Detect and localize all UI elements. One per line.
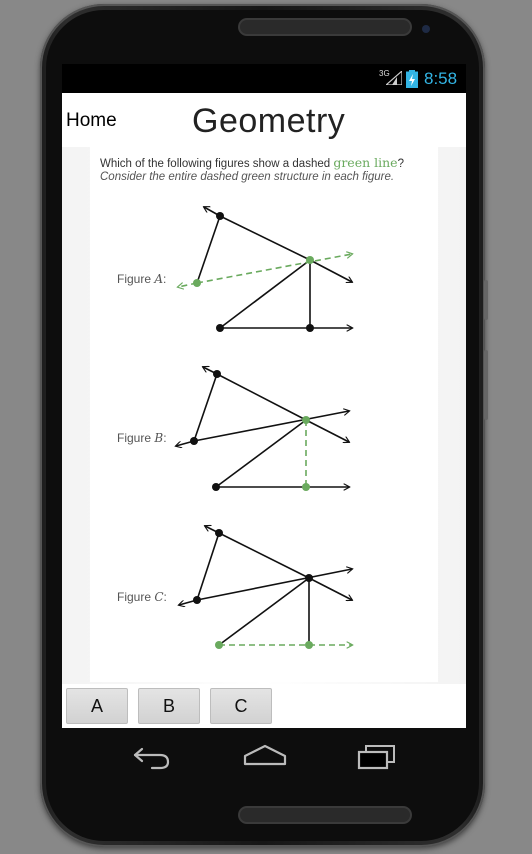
point <box>306 324 314 332</box>
figure-c-segment <box>218 577 310 646</box>
figure-b-ray <box>193 411 349 442</box>
figure-b-segment <box>193 373 218 442</box>
green-point <box>302 483 310 491</box>
figure-b: Figure B: <box>117 367 349 491</box>
green-point <box>306 256 314 264</box>
green-point <box>305 641 313 649</box>
question-prompt-end: ? <box>397 158 404 170</box>
page-title: Geometry <box>192 102 346 140</box>
app-window: Home Geometry Which of the following fig… <box>62 93 466 728</box>
figure-b-segment <box>216 373 307 421</box>
figure-b-segment <box>215 419 307 488</box>
question-panel: Which of the following figures show a da… <box>90 147 438 682</box>
figure-a-segment <box>196 215 221 284</box>
navigation-bar <box>62 728 466 786</box>
figure-a-segment <box>219 259 311 329</box>
green-point <box>193 279 201 287</box>
point <box>216 324 224 332</box>
point <box>212 483 220 491</box>
question-prompt-text: Which of the following figures show a da… <box>100 158 334 170</box>
figure-a-label: Figure A: <box>117 272 166 286</box>
figures-diagram: Figure A: <box>117 147 438 649</box>
signal-icon <box>386 71 402 85</box>
home-icon[interactable] <box>243 744 287 770</box>
figure-c-segment <box>196 532 220 601</box>
app-header: Home Geometry <box>62 93 466 147</box>
figure-a-green-line <box>196 254 352 284</box>
power-button <box>484 350 488 420</box>
answer-a-button[interactable]: A <box>66 688 128 724</box>
status-bar: 3G 8:58 <box>62 64 466 93</box>
volume-button <box>484 280 488 320</box>
front-camera <box>422 25 430 33</box>
point <box>215 529 223 537</box>
point <box>216 212 224 220</box>
green-point <box>215 641 223 649</box>
figure-c-ray <box>196 569 352 601</box>
figure-a-segment <box>219 215 311 261</box>
question-prompt: Which of the following figures show a da… <box>100 155 404 170</box>
point <box>190 437 198 445</box>
answer-c-button[interactable]: C <box>210 688 272 724</box>
figure-c-ray <box>308 577 352 600</box>
figure-c-segment <box>218 532 310 579</box>
figure-b-label: Figure B: <box>117 431 167 445</box>
figure-c: Figure C: <box>117 526 352 649</box>
figure-b-ray <box>305 419 349 442</box>
recent-apps-icon[interactable] <box>356 744 398 770</box>
figure-a-ray <box>309 259 352 282</box>
green-point <box>302 416 310 424</box>
home-button[interactable]: Home <box>66 110 117 131</box>
network-type: 3G <box>379 69 390 78</box>
battery-charging-icon <box>406 70 418 88</box>
bottom-speaker <box>240 808 410 822</box>
content-area[interactable]: Which of the following figures show a da… <box>62 147 466 684</box>
status-time: 8:58 <box>424 69 458 88</box>
question-instruction: Consider the entire dashed green structu… <box>100 171 395 183</box>
back-icon[interactable] <box>132 744 172 770</box>
point <box>305 574 313 582</box>
answer-buttons: A B C <box>62 684 466 728</box>
point <box>193 596 201 604</box>
top-speaker <box>240 20 410 34</box>
screen: 3G 8:58 Home Geometry Which of the follo… <box>62 64 466 728</box>
figure-a: Figure A: <box>117 207 352 332</box>
figure-c-label: Figure C: <box>117 590 167 604</box>
answer-b-button[interactable]: B <box>138 688 200 724</box>
point <box>213 370 221 378</box>
question-highlight: green line <box>333 155 398 170</box>
